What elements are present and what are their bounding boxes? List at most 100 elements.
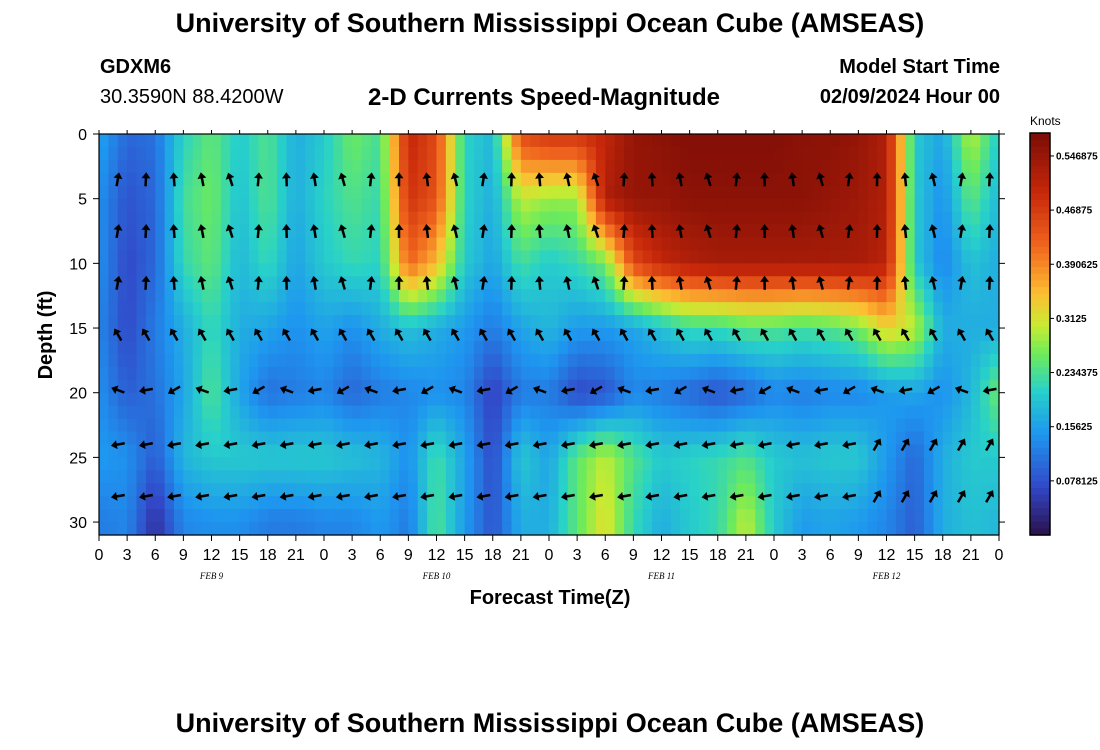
heatmap-cell (727, 457, 738, 471)
current-arrow-head (729, 491, 737, 501)
heatmap-cell (820, 470, 831, 484)
heatmap-cell (633, 159, 644, 174)
current-arrow-head (675, 172, 685, 180)
heatmap-cell (745, 366, 756, 381)
heatmap-cell (867, 185, 878, 200)
heatmap-cell (699, 302, 709, 316)
heatmap-cell (699, 263, 709, 277)
heatmap-cell (511, 172, 522, 187)
heatmap-cell (595, 146, 606, 161)
colorbar-segment (1030, 427, 1050, 436)
colorbar-frame (1029, 132, 1051, 536)
colorbar-segment (1030, 267, 1050, 275)
heatmap-cell (642, 444, 653, 458)
heatmap-cell (820, 405, 831, 420)
current-arrow-head (307, 491, 315, 501)
heatmap-cell (117, 250, 128, 264)
heatmap-cell (933, 237, 944, 252)
current-arrow-head (591, 172, 600, 180)
heatmap-cell (652, 146, 663, 161)
current-arrow-head (223, 491, 231, 501)
current-arrow-icon (254, 172, 263, 187)
heatmap-cell (183, 470, 194, 484)
heatmap-cell (567, 405, 578, 420)
heatmap-cell (211, 250, 222, 264)
heatmap-cell (755, 509, 766, 523)
heatmap-cell (520, 522, 531, 536)
heatmap-cell (577, 302, 588, 316)
y-tick-label: 20 (69, 386, 87, 403)
heatmap-cell (764, 457, 775, 471)
heatmap-cell (839, 134, 850, 148)
heatmap-cell (352, 250, 363, 264)
current-arrow-head (195, 491, 202, 501)
heatmap-cell (895, 418, 906, 433)
heatmap-cell (445, 366, 456, 381)
heatmap-cell (970, 315, 981, 329)
current-arrow-head (785, 440, 793, 450)
heatmap-cell (755, 340, 766, 355)
heatmap-cell (277, 211, 288, 226)
heatmap-cell (502, 418, 513, 433)
heatmap-cell (455, 302, 466, 316)
heatmap-cell (727, 509, 738, 523)
heatmap-cell (764, 405, 775, 420)
heatmap-cell (895, 211, 906, 226)
heatmap-cell (539, 379, 550, 394)
heatmap-cell (867, 198, 878, 213)
heatmap-cell (399, 470, 409, 484)
heatmap-cell (267, 198, 278, 213)
heatmap-cell (642, 289, 653, 303)
heatmap-cell (474, 315, 484, 329)
heatmap-cell (727, 146, 738, 161)
heatmap-cell (745, 392, 756, 407)
heatmap-cell (267, 146, 278, 161)
current-arrow-icon (563, 328, 573, 342)
heatmap-cell (192, 392, 203, 407)
heatmap-cell (699, 431, 709, 446)
current-arrow-icon (816, 172, 825, 187)
heatmap-cell (277, 405, 288, 420)
heatmap-cell (230, 444, 241, 458)
heatmap-cell (858, 457, 869, 471)
heatmap-cell (774, 379, 784, 394)
heatmap-cell (774, 418, 784, 433)
heatmap-cell (839, 353, 850, 368)
heatmap-cell (802, 185, 813, 200)
heatmap-cell (361, 470, 372, 484)
heatmap-cell (249, 315, 259, 329)
heatmap-cell (99, 328, 109, 342)
heatmap-cell (183, 263, 194, 277)
heatmap-cell (895, 496, 906, 510)
heatmap-cell (277, 392, 288, 407)
heatmap-cell (258, 483, 269, 497)
current-arrow-icon (619, 224, 629, 239)
heatmap-cell (774, 457, 784, 471)
current-arrow-icon (560, 385, 575, 395)
colorbar-segment (1030, 313, 1050, 322)
current-arrow-icon (757, 491, 772, 501)
heatmap-cell (577, 211, 588, 226)
heatmap-cell (539, 392, 550, 407)
x-tick-label: 21 (737, 547, 755, 564)
heatmap-cell (202, 392, 213, 407)
heatmap-cell (605, 159, 616, 174)
heatmap-cell (633, 198, 644, 213)
heatmap-cell (408, 366, 419, 381)
heatmap-cell (220, 289, 231, 303)
heatmap-cell (127, 172, 138, 187)
heatmap-cell (417, 146, 428, 161)
current-arrow-icon (392, 385, 407, 395)
heatmap-cell (108, 509, 119, 523)
heatmap-cell (511, 405, 522, 420)
heatmap-cell (427, 185, 438, 200)
heatmap-cell (717, 379, 728, 394)
current-arrow-head (197, 328, 206, 336)
heatmap-cell (595, 431, 606, 446)
heatmap-cell (389, 353, 400, 368)
heatmap-cell (614, 457, 625, 471)
x-tick-label: 21 (287, 547, 305, 564)
heatmap-cell (333, 302, 344, 316)
current-arrow-icon (167, 385, 181, 395)
heatmap-cell (895, 405, 906, 420)
